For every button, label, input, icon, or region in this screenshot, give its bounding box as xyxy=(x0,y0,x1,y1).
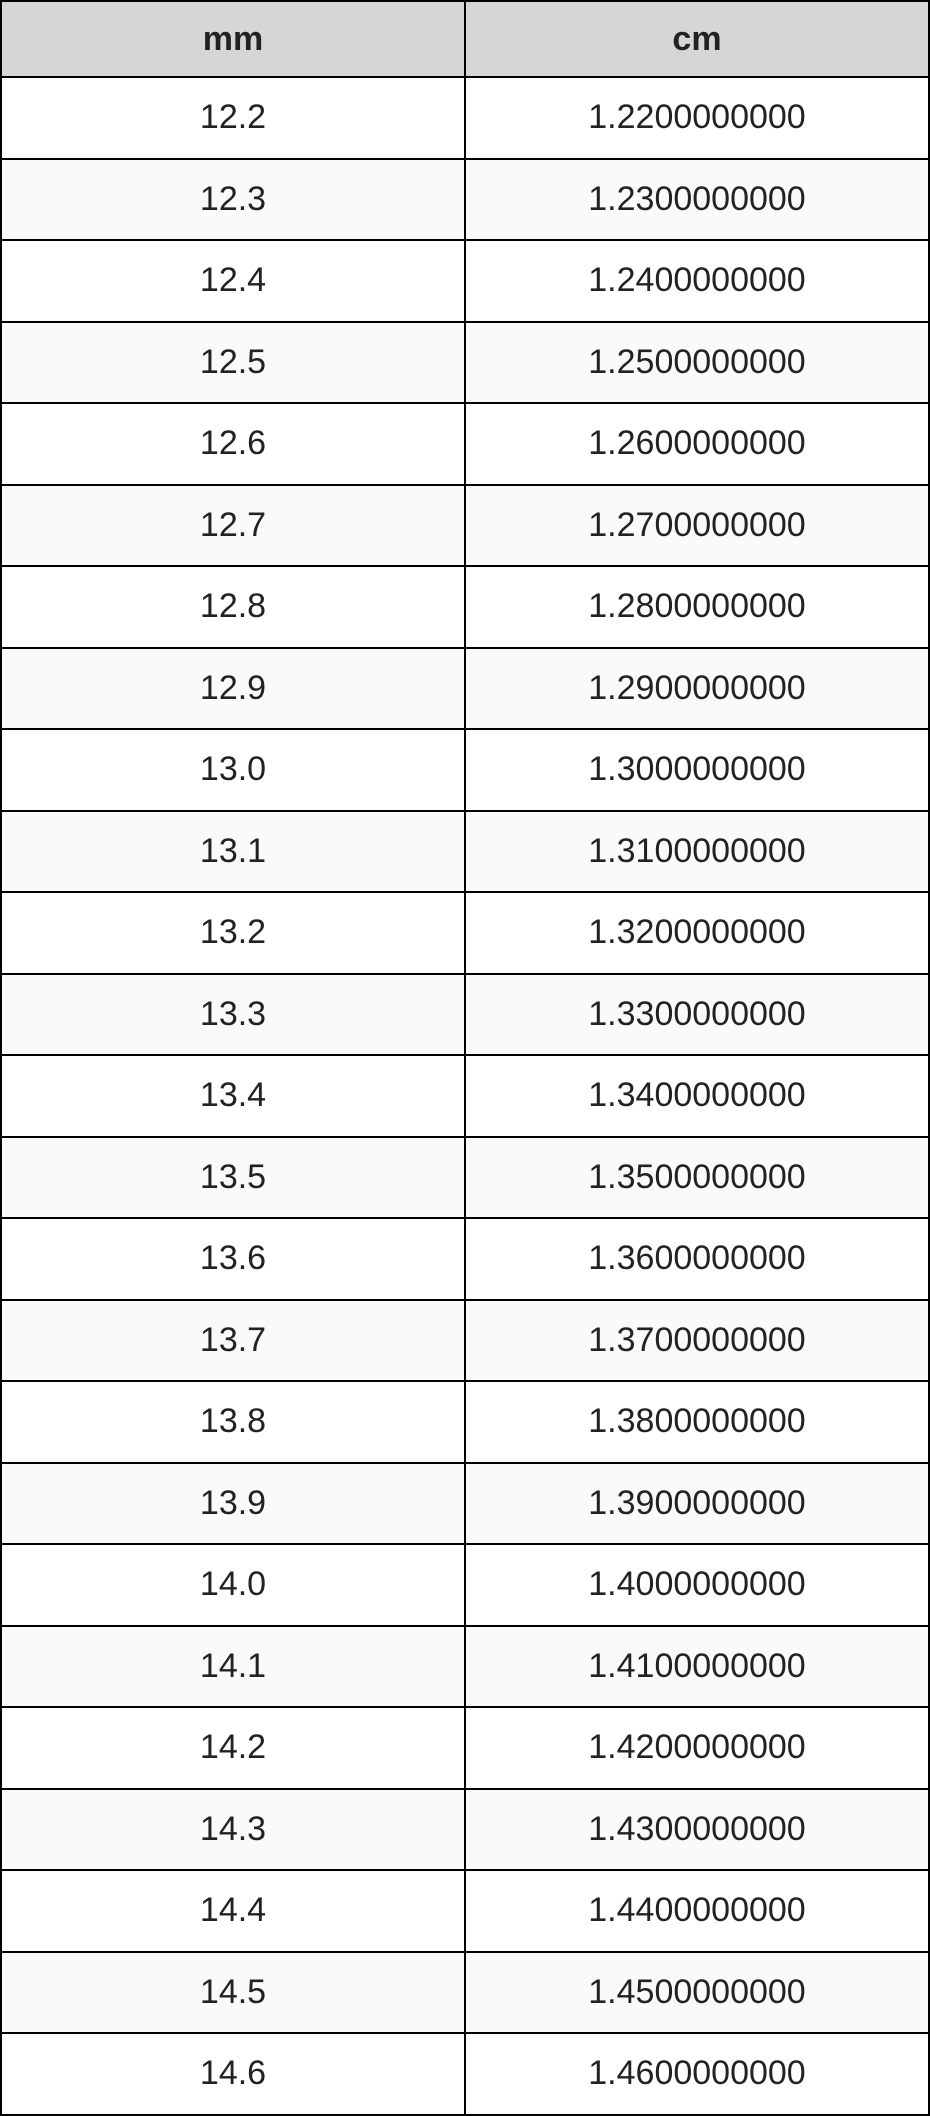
cell-mm: 14.0 xyxy=(1,1544,465,1626)
table-row: 13.21.3200000000 xyxy=(1,892,929,974)
cell-cm: 1.2500000000 xyxy=(465,322,929,404)
table-row: 14.31.4300000000 xyxy=(1,1789,929,1871)
table-row: 12.51.2500000000 xyxy=(1,322,929,404)
table-row: 13.11.3100000000 xyxy=(1,811,929,893)
cell-cm: 1.2900000000 xyxy=(465,648,929,730)
table-body: 12.21.220000000012.31.230000000012.41.24… xyxy=(1,77,929,2115)
table-row: 12.41.2400000000 xyxy=(1,240,929,322)
table-row: 12.21.2200000000 xyxy=(1,77,929,159)
cell-cm: 1.2200000000 xyxy=(465,77,929,159)
table-row: 13.31.3300000000 xyxy=(1,974,929,1056)
cell-mm: 14.6 xyxy=(1,2033,465,2115)
cell-mm: 13.2 xyxy=(1,892,465,974)
cell-mm: 13.1 xyxy=(1,811,465,893)
cell-mm: 12.8 xyxy=(1,566,465,648)
cell-mm: 13.3 xyxy=(1,974,465,1056)
cell-mm: 14.4 xyxy=(1,1870,465,1952)
table-row: 14.11.4100000000 xyxy=(1,1626,929,1708)
table-row: 14.41.4400000000 xyxy=(1,1870,929,1952)
cell-cm: 1.2600000000 xyxy=(465,403,929,485)
table-row: 13.81.3800000000 xyxy=(1,1381,929,1463)
cell-mm: 13.6 xyxy=(1,1218,465,1300)
cell-cm: 1.3500000000 xyxy=(465,1137,929,1219)
column-header-cm: cm xyxy=(465,1,929,77)
cell-cm: 1.2700000000 xyxy=(465,485,929,567)
cell-cm: 1.4000000000 xyxy=(465,1544,929,1626)
cell-cm: 1.3400000000 xyxy=(465,1055,929,1137)
cell-mm: 12.7 xyxy=(1,485,465,567)
cell-mm: 13.5 xyxy=(1,1137,465,1219)
cell-cm: 1.3100000000 xyxy=(465,811,929,893)
cell-cm: 1.2400000000 xyxy=(465,240,929,322)
cell-cm: 1.3200000000 xyxy=(465,892,929,974)
cell-cm: 1.3900000000 xyxy=(465,1463,929,1545)
cell-mm: 14.3 xyxy=(1,1789,465,1871)
cell-cm: 1.3000000000 xyxy=(465,729,929,811)
cell-cm: 1.4400000000 xyxy=(465,1870,929,1952)
column-header-mm: mm xyxy=(1,1,465,77)
cell-cm: 1.4100000000 xyxy=(465,1626,929,1708)
table-row: 12.81.2800000000 xyxy=(1,566,929,648)
table-header-row: mm cm xyxy=(1,1,929,77)
cell-mm: 13.9 xyxy=(1,1463,465,1545)
cell-cm: 1.4500000000 xyxy=(465,1952,929,2034)
cell-cm: 1.4200000000 xyxy=(465,1707,929,1789)
cell-cm: 1.3600000000 xyxy=(465,1218,929,1300)
cell-mm: 12.5 xyxy=(1,322,465,404)
cell-mm: 12.4 xyxy=(1,240,465,322)
table-row: 13.91.3900000000 xyxy=(1,1463,929,1545)
cell-cm: 1.4600000000 xyxy=(465,2033,929,2115)
cell-cm: 1.4300000000 xyxy=(465,1789,929,1871)
cell-mm: 14.5 xyxy=(1,1952,465,2034)
table-row: 12.91.2900000000 xyxy=(1,648,929,730)
cell-cm: 1.3700000000 xyxy=(465,1300,929,1382)
table-row: 13.71.3700000000 xyxy=(1,1300,929,1382)
cell-cm: 1.2300000000 xyxy=(465,159,929,241)
table-row: 12.61.2600000000 xyxy=(1,403,929,485)
table-row: 14.01.4000000000 xyxy=(1,1544,929,1626)
cell-mm: 13.7 xyxy=(1,1300,465,1382)
table-row: 14.61.4600000000 xyxy=(1,2033,929,2115)
cell-mm: 14.1 xyxy=(1,1626,465,1708)
table-row: 14.51.4500000000 xyxy=(1,1952,929,2034)
conversion-table: mm cm 12.21.220000000012.31.230000000012… xyxy=(0,0,930,2116)
cell-mm: 14.2 xyxy=(1,1707,465,1789)
cell-cm: 1.3800000000 xyxy=(465,1381,929,1463)
table-row: 13.41.3400000000 xyxy=(1,1055,929,1137)
table-row: 13.61.3600000000 xyxy=(1,1218,929,1300)
table-row: 14.21.4200000000 xyxy=(1,1707,929,1789)
table-row: 12.31.2300000000 xyxy=(1,159,929,241)
table-row: 13.51.3500000000 xyxy=(1,1137,929,1219)
cell-mm: 12.2 xyxy=(1,77,465,159)
cell-mm: 13.0 xyxy=(1,729,465,811)
cell-cm: 1.3300000000 xyxy=(465,974,929,1056)
cell-mm: 13.8 xyxy=(1,1381,465,1463)
table-row: 13.01.3000000000 xyxy=(1,729,929,811)
cell-mm: 12.6 xyxy=(1,403,465,485)
cell-cm: 1.2800000000 xyxy=(465,566,929,648)
table-row: 12.71.2700000000 xyxy=(1,485,929,567)
cell-mm: 13.4 xyxy=(1,1055,465,1137)
cell-mm: 12.3 xyxy=(1,159,465,241)
cell-mm: 12.9 xyxy=(1,648,465,730)
